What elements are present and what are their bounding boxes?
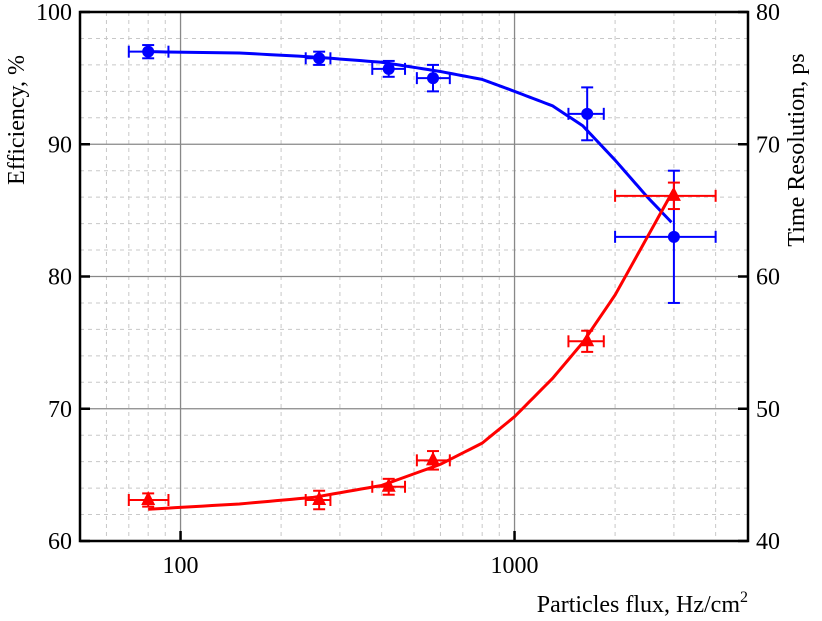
y-left-tick-label: 90: [48, 132, 72, 158]
data-point-circle: [382, 62, 395, 75]
y-left-label: Efficiency, %: [4, 55, 30, 185]
y-left-tick-label: 100: [36, 0, 72, 26]
data-point-triangle: [312, 491, 327, 506]
data-point-circle: [581, 107, 594, 120]
y-left-tick-label: 80: [48, 265, 72, 291]
data-point-triangle: [381, 477, 396, 492]
y-right-label: Time Resolution, ps: [784, 53, 810, 246]
x-tick-label: 100: [163, 553, 199, 579]
y-right-tick-label: 80: [756, 0, 780, 26]
y-right-tick-label: 40: [756, 529, 780, 555]
x-tick-label: 1000: [491, 553, 539, 579]
fit-curve: [148, 188, 676, 511]
grid: [80, 12, 748, 541]
data-point-triangle: [426, 451, 441, 466]
data-point-circle: [313, 52, 326, 65]
fit-curve: [148, 50, 673, 224]
x-label-sup: 2: [740, 589, 748, 606]
x-label-text: Particles flux, Hz/cm: [537, 592, 741, 618]
y-right-tick-label: 60: [756, 265, 780, 291]
y-right-tick-label: 70: [756, 132, 780, 158]
ticks: 60 70 80 90 100 40 50 60 70 80 100 1000: [36, 0, 780, 579]
data-point-triangle: [141, 491, 156, 506]
data-point-circle: [667, 230, 680, 243]
data-point-circle: [142, 45, 155, 58]
data-point-triangle: [580, 332, 595, 347]
y-right-tick-label: 50: [756, 397, 780, 423]
data-layer: [127, 44, 717, 511]
data-point-triangle: [666, 186, 681, 201]
y-left-tick-label: 60: [48, 529, 72, 555]
y-left-tick-label: 70: [48, 397, 72, 423]
data-point-circle: [427, 72, 440, 85]
x-label: Particles flux, Hz/cm2: [537, 589, 748, 618]
